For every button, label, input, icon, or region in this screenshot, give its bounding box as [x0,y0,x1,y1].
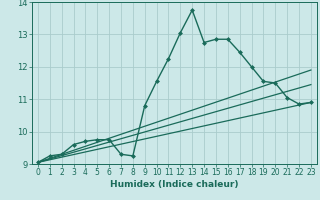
X-axis label: Humidex (Indice chaleur): Humidex (Indice chaleur) [110,180,239,189]
